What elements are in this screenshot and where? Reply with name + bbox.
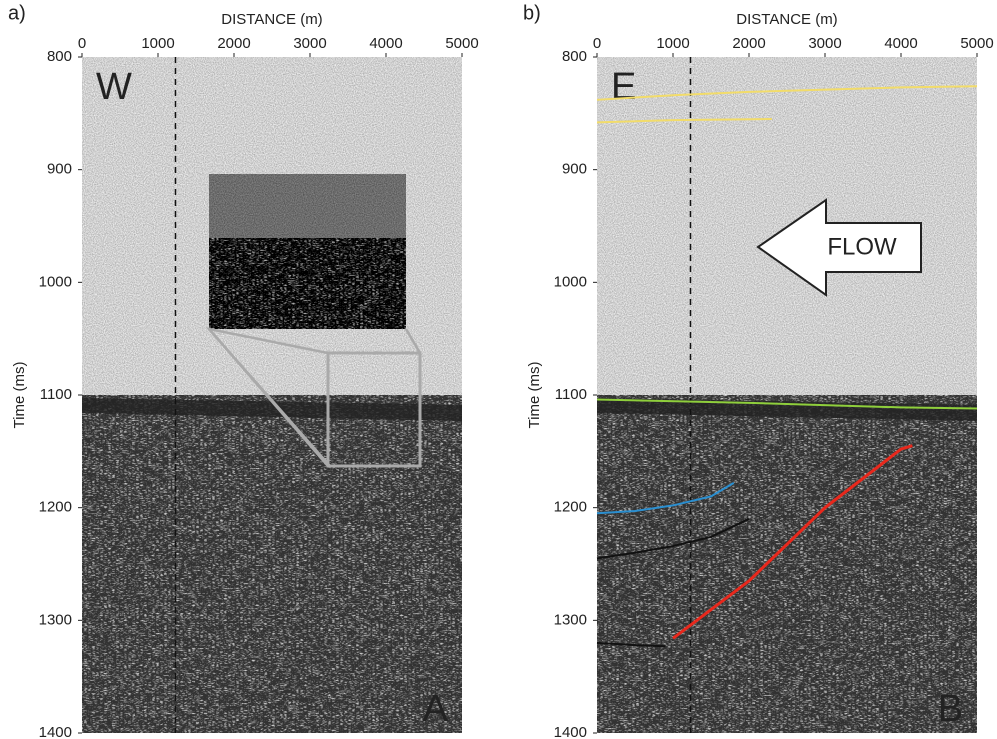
y-tick-label: 1200 — [554, 499, 587, 516]
y-tick-label: 800 — [47, 48, 72, 65]
panel — [597, 57, 977, 733]
y-axis-label: Time (ms) — [526, 362, 543, 429]
y-tick-label: 1100 — [40, 386, 72, 403]
panel — [82, 57, 462, 733]
y-tick-label: 900 — [562, 161, 587, 178]
x-tick-label: 2000 — [732, 35, 765, 52]
horizon-line — [596, 398, 978, 410]
x-axis-label: DISTANCE (m) — [736, 11, 837, 28]
y-axis-label: Time (ms) — [11, 362, 28, 429]
x-tick-label: 4000 — [369, 35, 402, 52]
corner-label: B — [938, 688, 963, 730]
x-tick-label: 1000 — [656, 35, 689, 52]
x-tick-label: 0 — [593, 35, 601, 52]
corner-label: W — [96, 66, 132, 108]
panel-label: b) — [523, 2, 541, 24]
y-tick-label: 800 — [562, 48, 587, 65]
x-tick-label: 1000 — [141, 35, 174, 52]
y-tick-label: 1000 — [39, 273, 72, 290]
horizon-line — [596, 85, 978, 101]
x-tick-label: 5000 — [445, 35, 478, 52]
x-tick-label: 4000 — [884, 35, 917, 52]
y-tick-label: 1000 — [554, 273, 587, 290]
sediment-noise — [82, 395, 462, 733]
flow-label: FLOW — [827, 233, 897, 260]
corner-label: A — [423, 688, 449, 730]
x-tick-label: 3000 — [293, 35, 326, 52]
x-axis-label: DISTANCE (m) — [221, 11, 322, 28]
inset-zoom — [205, 174, 422, 468]
y-tick-label: 1400 — [554, 724, 587, 739]
y-tick-label: 1300 — [39, 611, 72, 628]
flow-arrow: FLOW — [756, 198, 922, 297]
sediment-noise — [597, 395, 977, 733]
y-tick-label: 900 — [47, 161, 72, 178]
x-tick-label: 0 — [78, 35, 86, 52]
y-tick-label: 1200 — [39, 499, 72, 516]
horizon-line — [596, 518, 750, 560]
horizon-line — [596, 482, 735, 515]
horizon-line — [672, 444, 913, 640]
seafloor-reflector — [82, 398, 462, 421]
panel-label: a) — [8, 2, 26, 24]
y-tick-label: 1400 — [39, 724, 72, 739]
seafloor-reflector — [597, 398, 977, 421]
y-tick-label: 1300 — [554, 611, 587, 628]
y-tick-label: 1100 — [555, 386, 587, 403]
x-tick-label: 3000 — [808, 35, 841, 52]
horizon-line — [596, 117, 772, 124]
horizon-line — [596, 641, 666, 648]
x-tick-label: 2000 — [217, 35, 250, 52]
corner-label: E — [611, 66, 636, 108]
x-tick-label: 5000 — [960, 35, 993, 52]
